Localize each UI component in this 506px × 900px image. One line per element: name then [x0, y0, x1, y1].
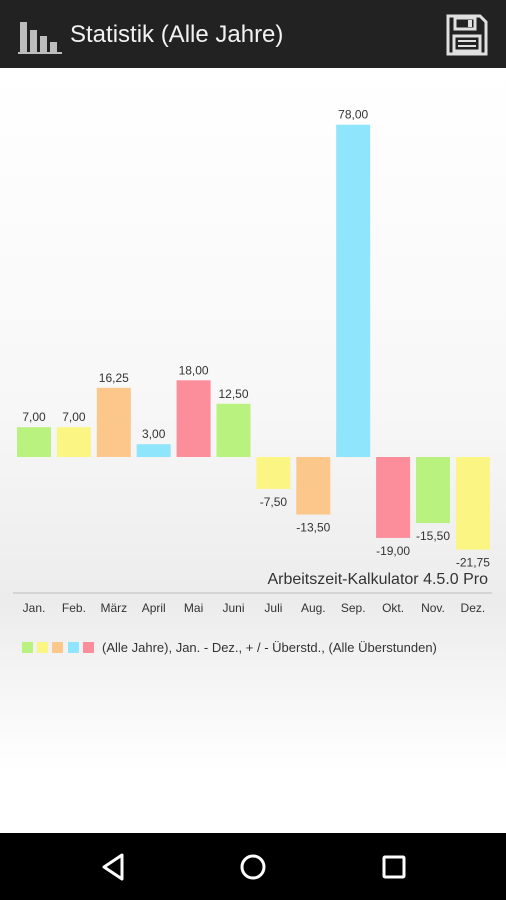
- x-tick-label: Okt.: [382, 601, 404, 615]
- bar-value-label: 12,50: [218, 387, 248, 401]
- x-tick-label: Aug.: [301, 601, 326, 615]
- chart-bar: [56, 427, 91, 457]
- x-tick-label: Juli: [264, 601, 282, 615]
- recents-icon[interactable]: [378, 851, 410, 883]
- bar-chart: 7,00 Jan. 7,00 Feb. 16,25 März 3,00 April 18,00 M…: [13, 108, 492, 615]
- chart-bar: [216, 403, 251, 457]
- legend-swatch-green: [22, 642, 33, 653]
- bar-value-label: -21,75: [456, 556, 490, 570]
- page-title: Statistik (Alle Jahre): [70, 21, 284, 48]
- legend-swatch-red: [83, 642, 94, 653]
- chart-bar: [455, 457, 490, 550]
- x-tick-label: Dez.: [461, 601, 486, 615]
- statistics-panel: 7,00 Jan. 7,00 Feb. 16,25 März 3,00 April 18,00 M…: [0, 68, 506, 833]
- home-icon[interactable]: [237, 851, 269, 883]
- app-version-label: Arbeitszeit-Kalkulator 4.5.0 Pro: [267, 571, 488, 588]
- bar-value-label: 7,00: [62, 410, 86, 424]
- bar-value-label: -15,50: [416, 529, 450, 543]
- back-icon[interactable]: [98, 851, 130, 883]
- x-tick-label: März: [100, 601, 127, 615]
- x-tick-label: Mai: [184, 601, 203, 615]
- bar-value-label: 7,00: [22, 410, 46, 424]
- legend-label: (Alle Jahre), Jan. - Dez., + / - Überstd…: [102, 640, 437, 655]
- bar-value-label: -13,50: [296, 521, 330, 535]
- bar-value-label: 3,00: [142, 427, 166, 441]
- system-nav-bar: [0, 833, 506, 900]
- x-tick-label: Feb.: [62, 601, 86, 615]
- bar-value-label: 18,00: [179, 363, 209, 377]
- bar-chart-icon[interactable]: [18, 16, 62, 54]
- chart-bar: [96, 387, 131, 457]
- bar-value-label: 16,25: [99, 371, 129, 385]
- bar-value-label: -7,50: [260, 495, 288, 509]
- bar-value-label: 78,00: [338, 108, 368, 122]
- legend-swatch-yellow: [37, 642, 48, 653]
- x-tick-label: Nov.: [421, 601, 445, 615]
- chart-bar: [17, 427, 51, 457]
- legend-swatch-orange: [52, 642, 63, 653]
- chart-bar: [336, 124, 371, 457]
- x-tick-label: Juni: [222, 601, 244, 615]
- app-bar: Statistik (Alle Jahre): [0, 0, 506, 68]
- x-tick-label: Sep.: [341, 601, 366, 615]
- legend-swatch-blue: [68, 642, 79, 653]
- x-tick-label: April: [142, 601, 166, 615]
- floppy-disk-icon[interactable]: [446, 14, 488, 56]
- chart-bar: [136, 444, 171, 457]
- chart-bar: [296, 457, 331, 515]
- chart-bar: [256, 457, 291, 489]
- chart-bar: [416, 457, 450, 524]
- x-tick-label: Jan.: [23, 601, 46, 615]
- chart-bar: [376, 457, 411, 538]
- bar-value-label: -19,00: [376, 544, 410, 558]
- chart-bar: [176, 380, 211, 457]
